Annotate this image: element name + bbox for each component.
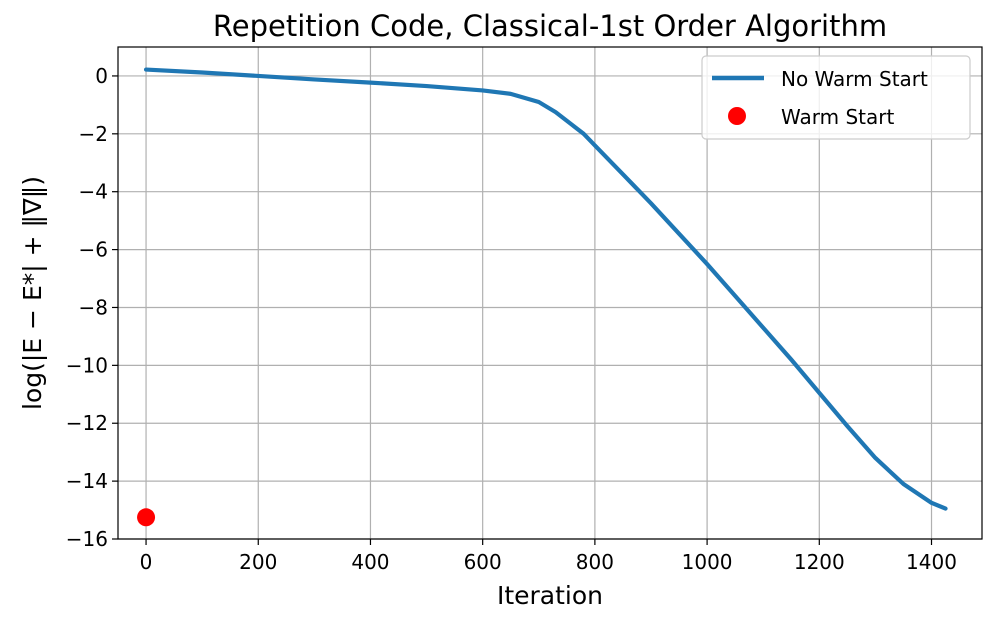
x-tick-label: 1000: [682, 550, 733, 574]
y-tick-label: −10: [66, 353, 108, 377]
legend-label-warm-start: Warm Start: [781, 105, 894, 129]
legend: No Warm Start Warm Start: [701, 55, 971, 140]
y-tick-label: −2: [79, 122, 108, 146]
x-tick-label: 800: [576, 550, 614, 574]
scatter-point-warm-start: [137, 508, 156, 527]
y-axis-label: log(|E − E*| + ‖∇‖): [18, 176, 47, 410]
x-axis-label: Iteration: [497, 581, 603, 610]
y-tick-label: −8: [79, 295, 108, 319]
x-tick-label: 1400: [906, 550, 957, 574]
chart-title: Repetition Code, Classical-1st Order Alg…: [213, 9, 887, 43]
y-tick-label: −6: [79, 238, 108, 262]
series-line-no-warm-start: [143, 67, 948, 511]
ticks: 0 200 400 600 800 1000 1200 1400 0 −2 −4 −6 −8 −10 −12…: [66, 64, 957, 574]
plot-frame: [117, 46, 983, 540]
legend-box: [701, 55, 971, 140]
x-tick-label: 600: [464, 550, 502, 574]
series-layer: [137, 67, 948, 527]
legend-label-no-warm-start: No Warm Start: [781, 67, 928, 91]
y-tick-label: −16: [66, 527, 108, 551]
x-tick-label: 400: [351, 550, 389, 574]
y-tick-label: −4: [79, 180, 108, 204]
y-tick-label: −14: [66, 469, 108, 493]
x-tick-label: 0: [140, 550, 153, 574]
legend-swatch-warm-start: [728, 107, 746, 125]
y-tick-label: 0: [95, 64, 108, 88]
y-tick-label: −12: [66, 411, 108, 435]
x-tick-label: 200: [239, 550, 277, 574]
x-tick-label: 1200: [794, 550, 845, 574]
